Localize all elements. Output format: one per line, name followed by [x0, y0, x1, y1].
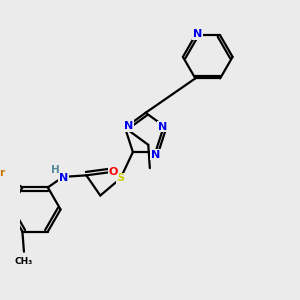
Text: S: S: [116, 173, 124, 183]
Text: Br: Br: [0, 167, 5, 178]
Text: N: N: [158, 122, 167, 131]
Text: N: N: [124, 121, 133, 131]
Text: CH₃: CH₃: [15, 257, 33, 266]
Text: N: N: [151, 149, 160, 160]
Text: O: O: [109, 167, 118, 177]
Text: N: N: [59, 173, 68, 183]
Text: N: N: [193, 29, 203, 39]
Text: H: H: [51, 165, 60, 175]
